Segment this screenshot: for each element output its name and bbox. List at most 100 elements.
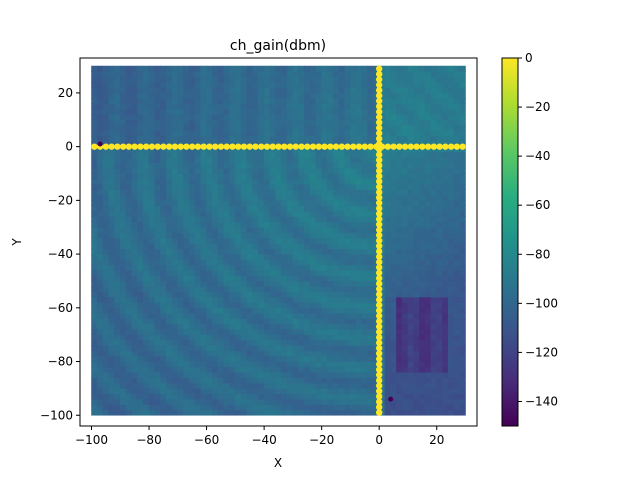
heatmap-cell xyxy=(419,243,426,250)
heatmap-cell xyxy=(137,296,144,303)
heatmap-cell xyxy=(304,65,311,72)
heatmap-cell xyxy=(430,167,438,174)
heatmap-cell xyxy=(327,361,334,368)
heatmap-cell xyxy=(166,157,173,164)
heatmap-cell xyxy=(131,248,138,255)
heatmap-cell xyxy=(137,339,144,346)
heatmap-cell xyxy=(390,226,397,233)
heatmap-cell xyxy=(384,388,391,395)
heatmap-cell xyxy=(269,103,276,110)
heatmap-cell xyxy=(125,275,133,282)
heatmap-cell xyxy=(263,259,271,266)
heatmap-cell xyxy=(281,366,288,373)
heatmap-cell xyxy=(447,345,455,352)
heatmap-cell xyxy=(355,237,363,244)
heatmap-cell xyxy=(298,237,305,244)
heatmap-cell xyxy=(166,108,173,115)
heatmap-cell xyxy=(442,398,449,405)
heatmap-cell xyxy=(246,312,253,319)
heatmap-cell xyxy=(367,275,374,282)
heatmap-cell xyxy=(142,183,150,190)
heatmap-cell xyxy=(206,296,213,303)
heatmap-cell xyxy=(453,312,461,319)
heatmap-cell xyxy=(292,382,299,389)
heatmap-cell xyxy=(189,355,196,362)
heatmap-cell xyxy=(430,92,438,99)
heatmap-cell xyxy=(108,162,115,169)
heatmap-cell xyxy=(407,92,415,99)
yellow-line-point xyxy=(447,143,455,150)
heatmap-cell xyxy=(258,371,265,378)
yellow-line-point xyxy=(114,143,121,150)
heatmap-cell xyxy=(91,393,98,400)
heatmap-cell xyxy=(361,173,368,180)
heatmap-cell xyxy=(269,269,276,276)
heatmap-cell xyxy=(286,280,294,287)
heatmap-cell xyxy=(332,243,340,250)
heatmap-cell xyxy=(229,167,236,174)
heatmap-cell xyxy=(355,151,363,158)
heatmap-cell xyxy=(292,81,299,88)
heatmap-cell xyxy=(384,248,391,255)
heatmap-cell xyxy=(91,194,98,201)
heatmap-cell xyxy=(413,119,420,126)
heatmap-cell xyxy=(332,189,340,196)
heatmap-cell xyxy=(194,194,202,201)
heatmap-cell xyxy=(223,162,230,169)
heatmap-cell xyxy=(229,275,236,282)
heatmap-cell xyxy=(229,71,236,78)
heatmap-cell xyxy=(332,124,340,131)
heatmap-cell xyxy=(114,119,121,126)
heatmap-cell xyxy=(309,275,317,282)
heatmap-cell xyxy=(246,339,253,346)
heatmap-cell xyxy=(212,114,219,121)
heatmap-cell xyxy=(229,76,236,83)
heatmap-cell xyxy=(275,371,282,378)
heatmap-cell xyxy=(459,226,466,233)
heatmap-cell xyxy=(413,221,420,228)
heatmap-cell xyxy=(142,366,150,373)
heatmap-cell xyxy=(102,151,110,158)
heatmap-cell xyxy=(223,87,230,94)
heatmap-cell xyxy=(453,87,461,94)
heatmap-cell xyxy=(258,318,265,325)
heatmap-cell xyxy=(453,371,461,378)
heatmap-cell xyxy=(344,296,351,303)
heatmap-cell xyxy=(413,329,420,335)
heatmap-cell xyxy=(200,296,207,303)
heatmap-cell xyxy=(424,355,432,362)
heatmap-cell xyxy=(453,183,461,190)
heatmap-cell xyxy=(304,286,311,292)
heatmap-cell xyxy=(119,345,127,352)
heatmap-cell xyxy=(125,97,133,104)
heatmap-cell xyxy=(189,200,196,207)
yellow-line-point xyxy=(375,334,383,341)
heatmap-cell xyxy=(459,371,466,378)
yellow-line-point xyxy=(442,143,449,150)
heatmap-cell xyxy=(154,377,161,384)
heatmap-cell xyxy=(361,103,368,110)
heatmap-cell xyxy=(206,216,213,223)
heatmap-cell xyxy=(447,291,455,298)
heatmap-cell xyxy=(453,124,461,131)
heatmap-cell xyxy=(258,286,265,292)
heatmap-cell xyxy=(453,393,461,400)
heatmap-cell xyxy=(327,291,334,298)
heatmap-cell xyxy=(223,382,230,389)
heatmap-cell xyxy=(229,124,236,131)
heatmap-cell xyxy=(321,108,328,115)
heatmap-cell xyxy=(189,76,196,83)
heatmap-cell xyxy=(229,173,236,180)
heatmap-cell xyxy=(194,334,202,341)
heatmap-cell xyxy=(189,108,196,115)
heatmap-cell xyxy=(309,162,317,169)
heatmap-cell xyxy=(125,183,133,190)
heatmap-cell xyxy=(131,135,138,142)
heatmap-cell xyxy=(200,259,207,266)
heatmap-cell xyxy=(240,355,248,362)
heatmap-cell xyxy=(137,81,144,88)
heatmap-cell xyxy=(131,65,138,72)
heatmap-cell xyxy=(384,307,391,314)
heatmap-cell xyxy=(338,275,345,282)
heatmap-cell xyxy=(338,119,345,126)
